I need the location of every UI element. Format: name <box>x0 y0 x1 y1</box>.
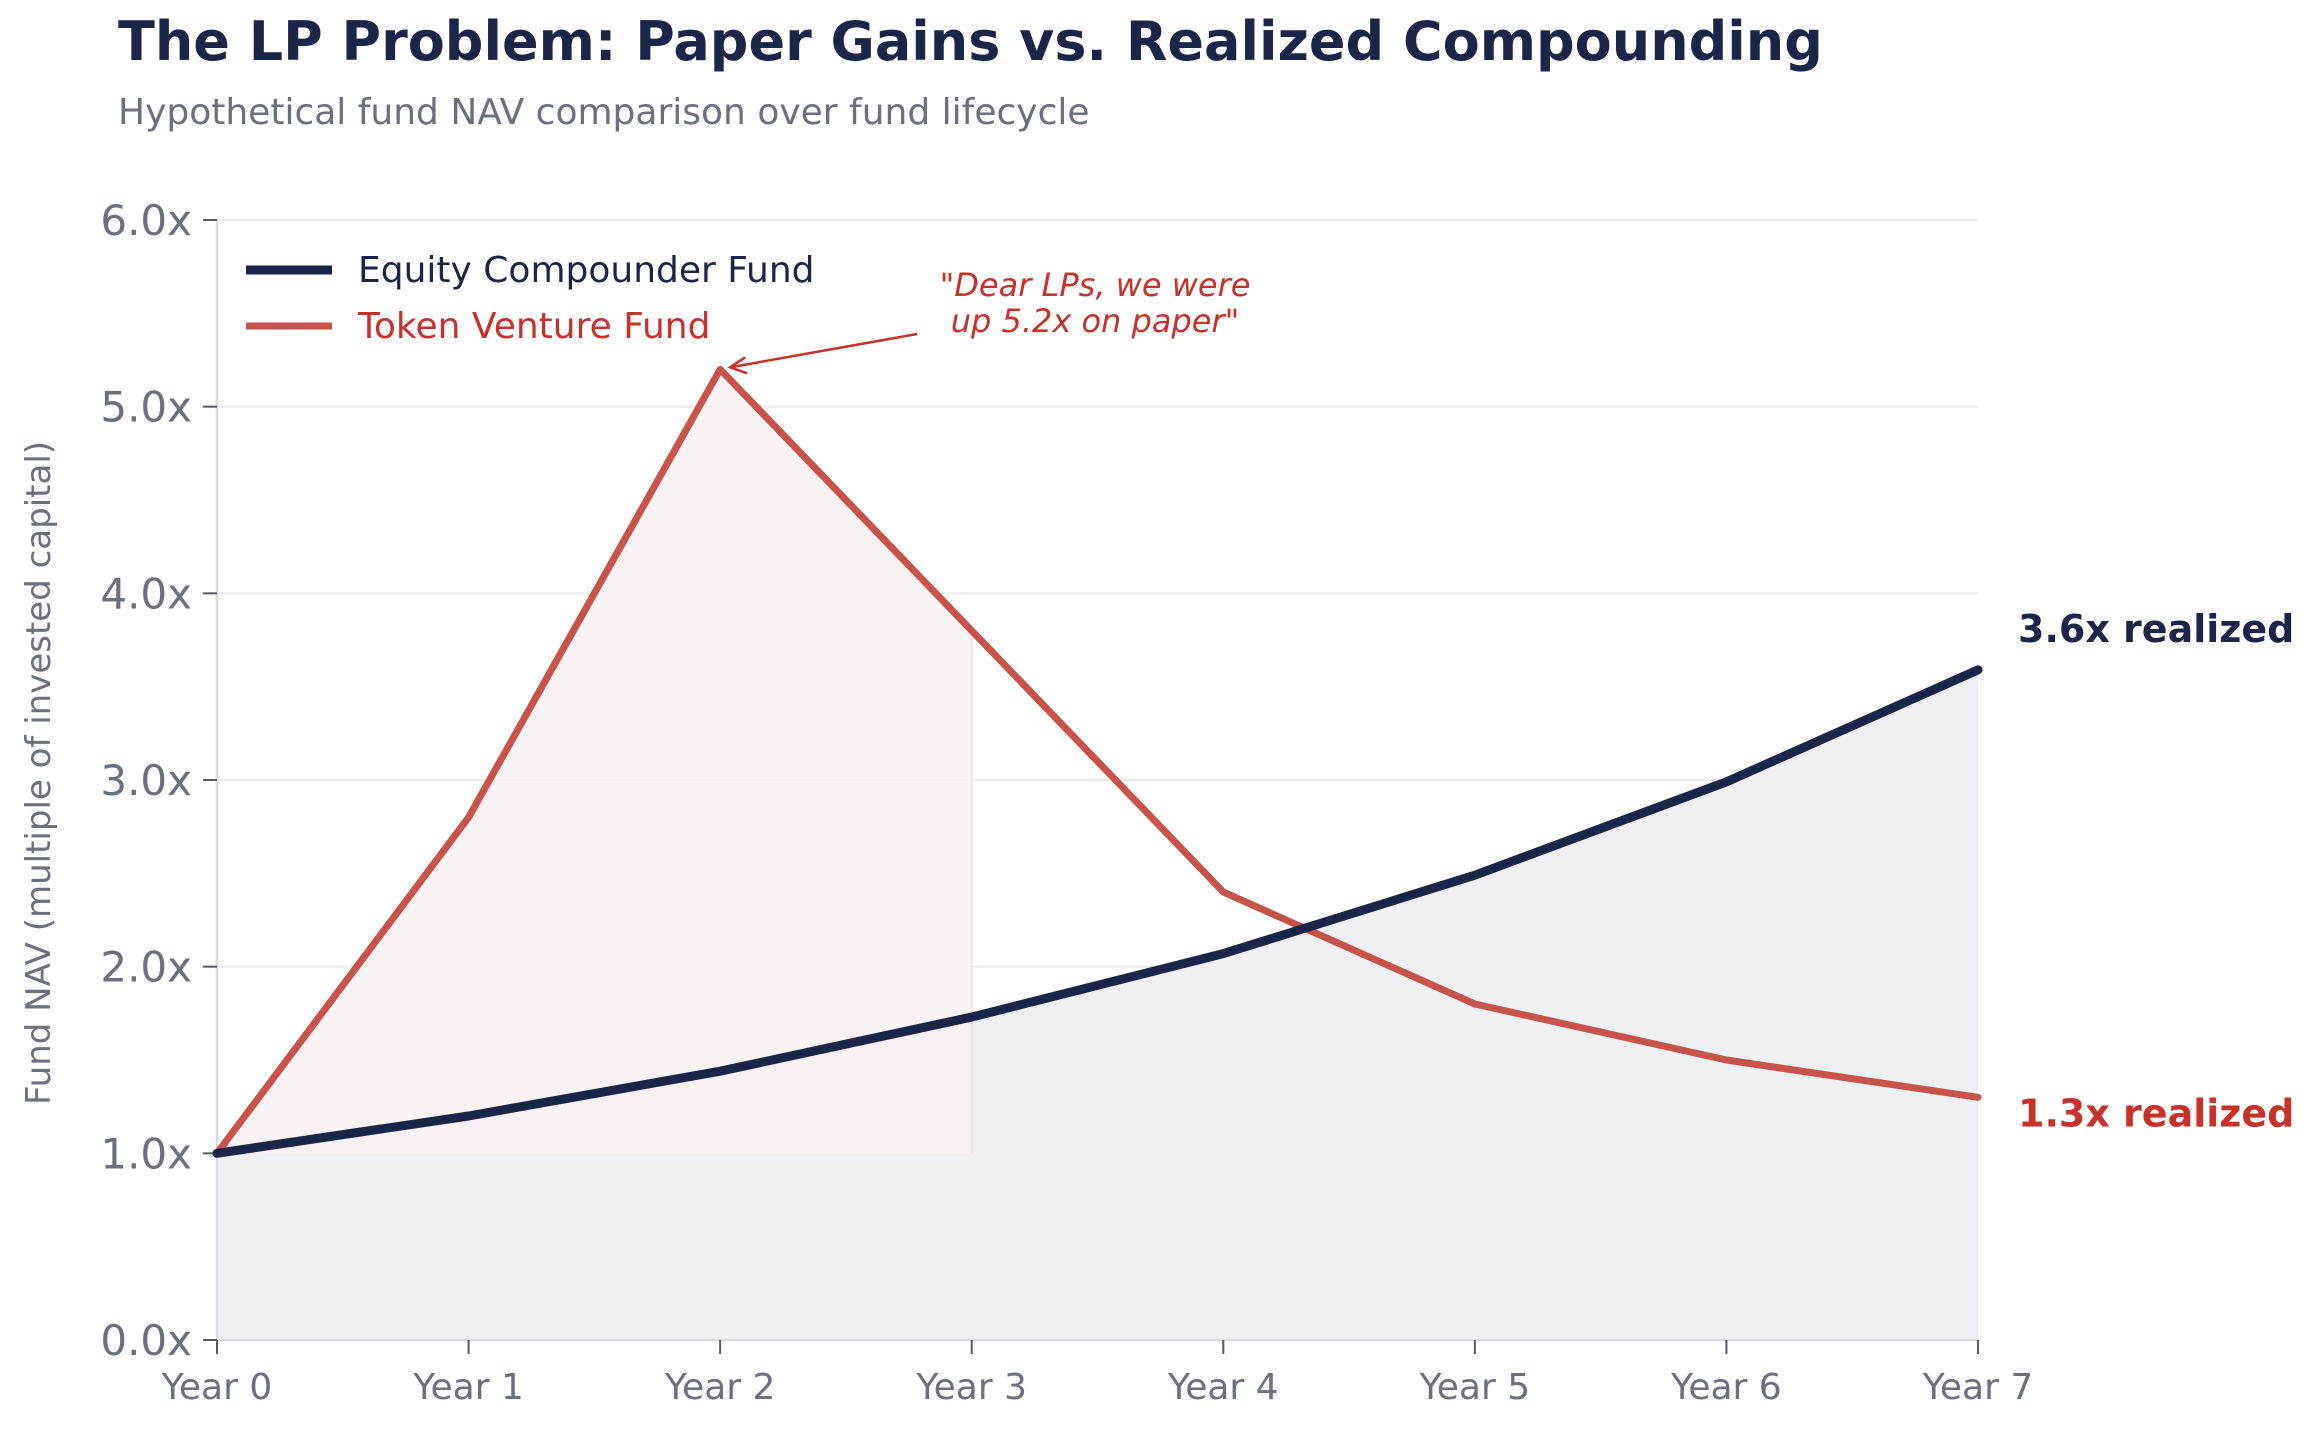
token-area-fill <box>217 369 972 1154</box>
annotation-arrow <box>729 332 918 369</box>
legend-label-token: Token Venture Fund <box>357 306 710 347</box>
y-tick-label: 3.0x <box>100 756 192 805</box>
equity-end-label: 3.6x realized <box>2018 607 2294 651</box>
y-tick-label: 0.0x <box>100 1316 192 1365</box>
x-tick-label: Year 0 <box>161 1367 273 1408</box>
x-tick-label: Year 7 <box>1922 1367 2034 1408</box>
y-tick-label: 5.0x <box>100 383 192 432</box>
legend: Equity Compounder Fund Token Venture Fun… <box>246 250 815 347</box>
token-venture-line <box>213 365 1982 1157</box>
y-axis-label: Fund NAV (multiple of invested capital) <box>19 441 59 1105</box>
y-tick-label: 2.0x <box>100 943 192 992</box>
chart-subtitle: Hypothetical fund NAV comparison over fu… <box>118 92 1090 133</box>
x-tick-label: Year 5 <box>1419 1367 1531 1408</box>
peak-annotation: "Dear LPs, we were up 5.2x on paper" <box>727 266 1251 375</box>
x-tick-label: Year 1 <box>412 1367 524 1408</box>
y-tick-label: 4.0x <box>100 569 192 618</box>
chart-title: The LP Problem: Paper Gains vs. Realized… <box>118 10 1823 73</box>
annotation-arrowhead <box>727 356 748 375</box>
labels: 3.6x realized 1.3x realized <box>2018 607 2294 1135</box>
equity-compounder-line <box>212 665 1983 1158</box>
y-tick-label: 1.0x <box>100 1129 192 1178</box>
x-tick-label: Year 4 <box>1167 1367 1279 1408</box>
token-end-label: 1.3x realized <box>2018 1091 2294 1135</box>
equity-area-fill <box>217 669 1978 1340</box>
annotation-text-line-2: up 5.2x on paper" <box>951 302 1240 340</box>
area-fills <box>217 369 1978 1340</box>
axes: 0.0x 1.0x 2.0x 3.0x 4.0x 5.0x 6.0x Year 0 Year 1… <box>100 196 2033 1408</box>
series-lines <box>212 365 1983 1158</box>
legend-label-equity: Equity Compounder Fund <box>358 250 815 291</box>
x-tick-label: Year 6 <box>1670 1367 1782 1408</box>
x-tick-label: Year 3 <box>915 1367 1027 1408</box>
x-tick-label: Year 2 <box>664 1367 776 1408</box>
y-tick-label: 6.0x <box>100 196 192 245</box>
annotation-text-line-1: "Dear LPs, we were <box>940 266 1251 304</box>
